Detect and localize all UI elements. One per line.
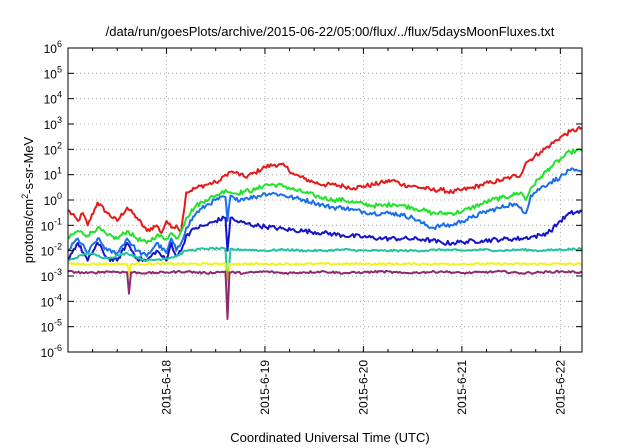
y-tick-label: 10-1 xyxy=(41,216,62,233)
series-line-3 xyxy=(67,167,583,258)
y-tick-label: 101 xyxy=(44,166,62,183)
x-tick-label: 2015-6-22 xyxy=(553,360,567,415)
y-tick-label: 104 xyxy=(44,90,62,107)
y-tick-label: 10-6 xyxy=(41,343,62,360)
y-axis-title-sup: 2 xyxy=(20,194,30,199)
x-tick-label: 2015-6-19 xyxy=(258,360,272,415)
y-tick-label: 10-3 xyxy=(41,267,62,284)
x-tick-label: 2015-6-20 xyxy=(356,360,370,415)
x-tick-label: 2015-6-21 xyxy=(455,360,469,415)
y-tick-label: 100 xyxy=(44,191,62,208)
tick-layer xyxy=(67,47,582,353)
series-line-6 xyxy=(67,261,583,310)
chart-title: /data/run/goesPlots/archive/2015-06-22/0… xyxy=(106,24,555,39)
y-axis-title-post: -s-sr-MeV xyxy=(21,136,36,193)
y-tick-label: 10-2 xyxy=(41,242,62,259)
series-line-1 xyxy=(67,125,583,234)
y-tick-label: 102 xyxy=(44,140,62,157)
series-line-4 xyxy=(67,209,583,263)
series-line-5 xyxy=(67,246,583,291)
y-axis-title: protons/cm2-s-sr-MeV xyxy=(20,136,36,263)
label-layer: 10-6 10-5 10-4 10-3 10-2 10-1 100 101 102 103 104 1… xyxy=(41,39,568,415)
y-tick-label: 10-4 xyxy=(41,292,62,309)
y-tick-label: 105 xyxy=(44,64,62,81)
y-tick-label: 10-5 xyxy=(41,318,62,335)
y-tick-label: 103 xyxy=(44,115,62,132)
y-axis-title-pre: protons/cm xyxy=(21,199,36,263)
series-layer xyxy=(67,125,583,320)
x-tick-label: 2015-6-18 xyxy=(159,360,173,415)
series-line-7 xyxy=(67,269,583,320)
series-line-2 xyxy=(67,148,583,244)
y-tick-label: 106 xyxy=(44,39,62,56)
x-axis-title: Coordinated Universal Time (UTC) xyxy=(230,430,429,445)
